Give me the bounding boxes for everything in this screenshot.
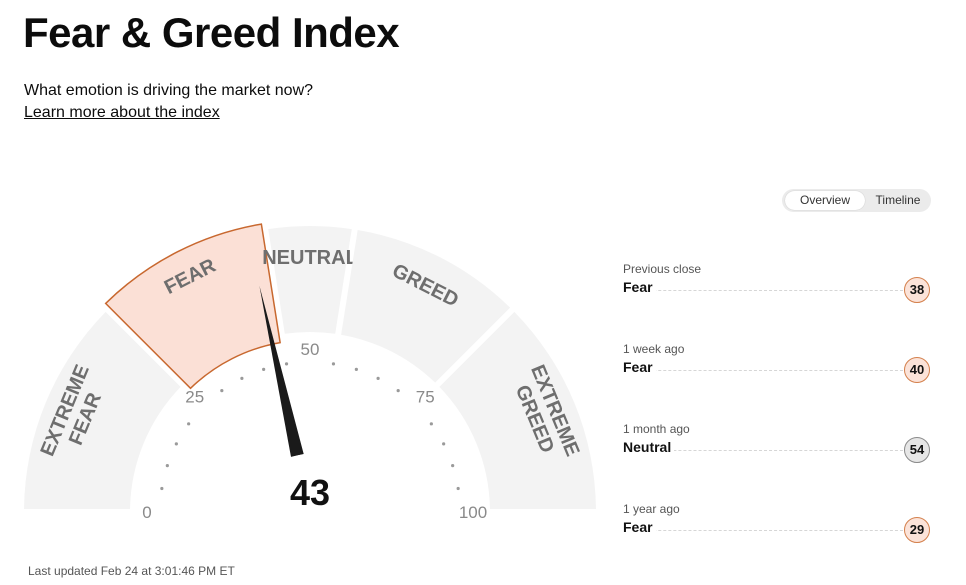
history-row-badge: 54: [904, 437, 930, 463]
history-row-1-month-ago: 1 month ago Neutral 54: [623, 422, 930, 466]
history-row-leader: [623, 290, 908, 291]
history-row-rating: Fear: [623, 359, 656, 375]
gauge-value-background: [252, 454, 368, 512]
gauge-scale-dot: [220, 389, 224, 393]
history-row-badge: 38: [904, 277, 930, 303]
gauge-scale-dot: [331, 362, 336, 366]
timeline-tab[interactable]: Timeline: [875, 193, 921, 207]
gauge-scale-dot: [396, 389, 400, 393]
history-row-1-week-ago: 1 week ago Fear 40: [623, 342, 930, 386]
gauge-segment-greed: [341, 230, 511, 383]
history-row-1-year-ago: 1 year ago Fear 29: [623, 502, 930, 546]
gauge-scale-dot: [262, 367, 266, 371]
gauge-scale-dot: [429, 422, 433, 426]
history-row-previous-close: Previous close Fear 38: [623, 262, 930, 306]
gauge-scale-dot: [160, 486, 164, 491]
history-row-leader: [623, 370, 908, 371]
history-row-leader: [623, 530, 908, 531]
history-row-rating: Fear: [623, 279, 656, 295]
gauge-scale-dot: [442, 442, 446, 446]
history-row-rating: Neutral: [623, 439, 675, 455]
gauge-scale-dot: [174, 442, 178, 446]
history-row-label: Previous close: [623, 262, 702, 276]
gauge-scale-dot: [284, 362, 289, 366]
gauge-tick-label: 50: [301, 340, 320, 359]
gauge-tick-label: 0: [142, 503, 151, 522]
gauge-tick-label: 25: [185, 388, 204, 407]
history-row-badge: 40: [904, 357, 930, 383]
history-row-badge: 29: [904, 517, 930, 543]
gauge-tick-label: 75: [416, 388, 435, 407]
gauge-needle: [259, 285, 304, 457]
history-row-rating: Fear: [623, 519, 656, 535]
gauge-segment-neutral: [268, 226, 352, 334]
last-updated-text: Last updated Feb 24 at 3:01:46 PM ET: [28, 564, 235, 578]
gauge-scale-dot: [165, 464, 169, 468]
learn-more-link[interactable]: Learn more about the index: [24, 104, 220, 121]
gauge-segment-extreme-greed: [439, 311, 596, 510]
gauge-scale-dot: [456, 486, 460, 491]
gauge-scale-dot: [354, 367, 358, 371]
gauge-scale-dot: [376, 376, 380, 380]
gauge-scale-dot: [240, 376, 244, 380]
gauge-segment-fear: [104, 223, 281, 390]
gauge-scale-dot: [451, 464, 455, 468]
gauge-tick-label: 100: [459, 503, 487, 522]
view-toggle: Overview Timeline: [782, 189, 931, 212]
gauge-scale-dot: [187, 422, 191, 426]
page-subtitle: What emotion is driving the market now?: [24, 82, 314, 99]
history-row-label: 1 week ago: [623, 342, 685, 356]
history-row-label: 1 month ago: [623, 422, 690, 436]
overview-tab[interactable]: Overview: [785, 191, 865, 210]
gauge-value: 43: [290, 472, 330, 513]
gauge-segment-label: NEUTRAL: [262, 247, 358, 269]
page-title: Fear & Greed Index: [23, 9, 400, 56]
history-row-label: 1 year ago: [623, 502, 680, 516]
history-row-leader: [623, 450, 908, 451]
gauge-segment-extreme-fear: [24, 311, 181, 510]
